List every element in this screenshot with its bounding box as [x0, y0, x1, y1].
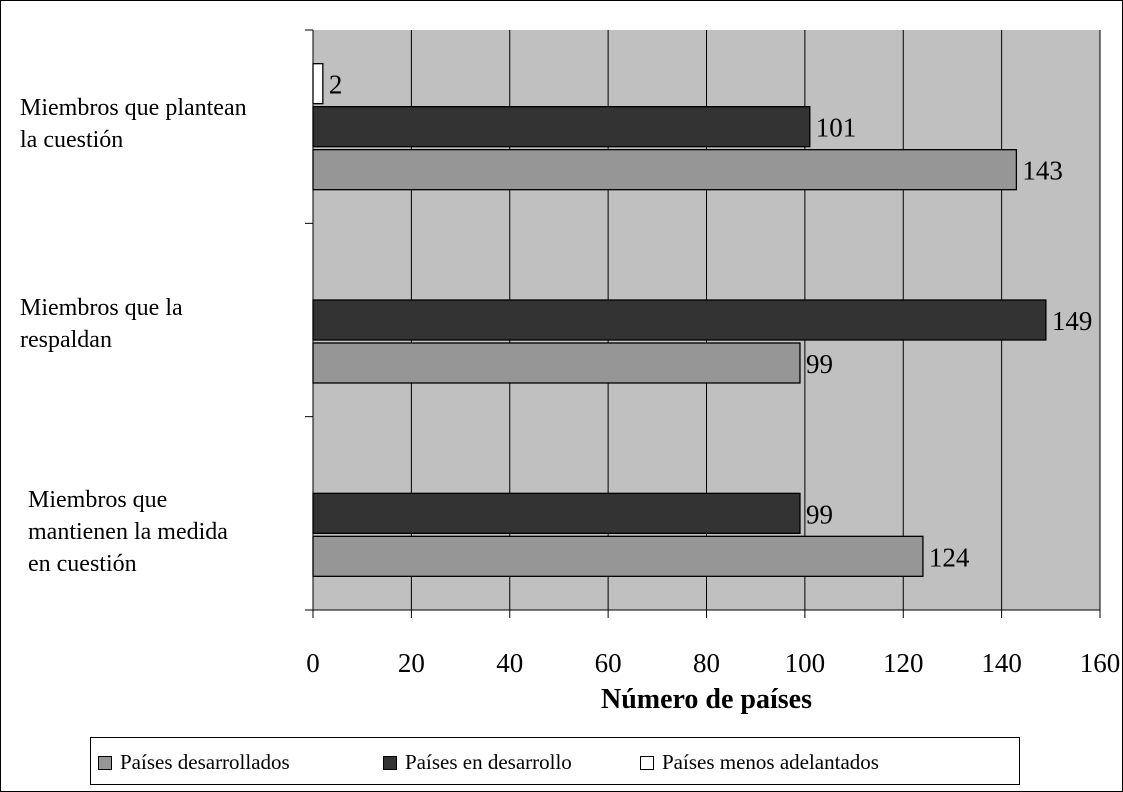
bar — [312, 535, 924, 577]
x-tick-label: 0 — [306, 648, 320, 678]
bar-value-label: 99 — [806, 349, 833, 379]
x-tick-label: 140 — [981, 648, 1022, 678]
x-tick-label: 60 — [595, 648, 622, 678]
bar — [312, 149, 1018, 191]
legend-label-desarrollados: Países desarrollados — [120, 750, 290, 774]
bar-value-label: 149 — [1052, 306, 1093, 336]
bar — [312, 342, 801, 384]
legend-swatch-en-desarrollo — [383, 755, 397, 770]
x-tick-label: 100 — [785, 648, 826, 678]
bar — [312, 63, 324, 105]
bar — [312, 492, 801, 534]
legend-item-menos-adelantados: Países menos adelantados — [640, 750, 879, 775]
bar — [312, 299, 1047, 341]
legend: Países desarrollados Países en desarroll… — [90, 737, 1020, 785]
bar — [312, 106, 811, 148]
legend-label-en-desarrollo: Países en desarrollo — [405, 750, 572, 774]
x-axis-title: Número de países — [601, 684, 812, 715]
x-tick-label: 40 — [496, 648, 523, 678]
legend-item-desarrollados: Países desarrollados — [98, 750, 290, 775]
category-label-plantean: Miembros que plantean la cuestión — [20, 95, 247, 153]
x-tick-label: 20 — [398, 648, 425, 678]
legend-swatch-desarrollados — [98, 755, 112, 770]
x-tick-label: 120 — [883, 648, 924, 678]
legend-label-menos-adelantados: Países menos adelantados — [662, 750, 879, 774]
bar-value-label: 99 — [806, 499, 833, 529]
legend-item-en-desarrollo: Países en desarrollo — [383, 750, 572, 775]
bar-value-label: 101 — [816, 113, 857, 143]
category-label-mantienen: Miembros que mantienen la medida en cues… — [28, 487, 228, 577]
legend-swatch-menos-adelantados — [640, 755, 654, 770]
x-tick-label: 80 — [693, 648, 720, 678]
bar-value-label: 143 — [1022, 156, 1063, 186]
bar-value-label: 2 — [329, 70, 343, 100]
category-label-respaldan: Miembros que la respaldan — [20, 295, 183, 353]
x-tick-label: 160 — [1080, 648, 1121, 678]
bar-value-label: 124 — [929, 542, 970, 572]
